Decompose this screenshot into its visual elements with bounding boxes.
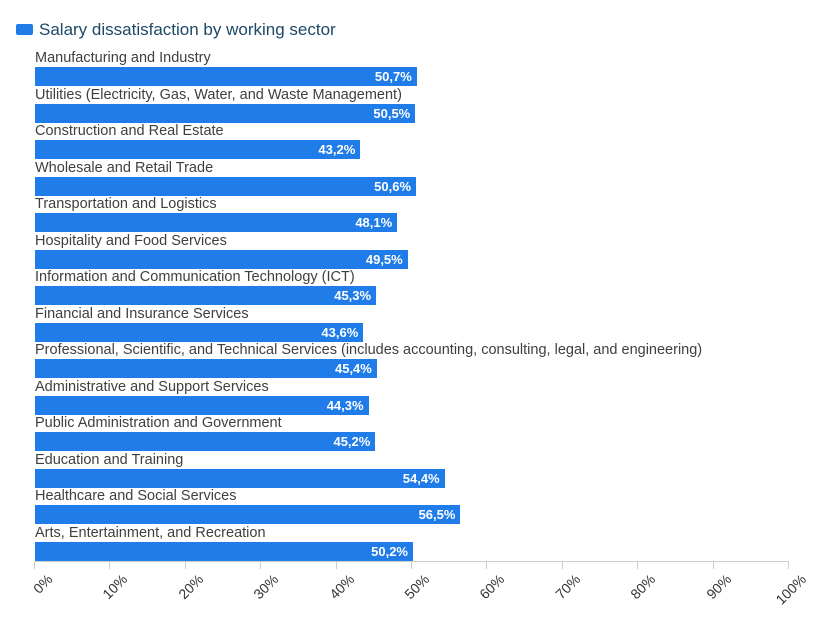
- category-label: Education and Training: [35, 451, 184, 468]
- bar-track: 49,5%: [35, 249, 788, 269]
- bar[interactable]: 50,5%: [35, 103, 416, 123]
- bar-value-label: 50,6%: [374, 178, 412, 194]
- bar-track: 45,2%: [35, 432, 788, 451]
- axis-tick-label: 100%: [772, 571, 810, 608]
- category-label: Healthcare and Social Services: [35, 488, 237, 504]
- axis-tick: [335, 562, 337, 569]
- chart-row: Education and Training 54,4%: [35, 452, 788, 488]
- x-axis: 0% 10% 20% 30% 40% 50% 60% 70% 80% 90% 100%: [30, 561, 809, 616]
- chart-row: Wholesale and Retail Trade 50,6%: [35, 160, 788, 196]
- bar-track: 48,1%: [35, 213, 788, 232]
- bar[interactable]: 50,7%: [35, 67, 417, 86]
- axis-tick: [34, 562, 35, 569]
- category-label: Administrative and Support Services: [35, 378, 269, 395]
- bar-track: 43,2%: [35, 140, 788, 159]
- axis-tick: [184, 562, 186, 569]
- axis-tick: [637, 562, 639, 569]
- bar-track: 50,6%: [35, 176, 788, 196]
- bar-value-label: 43,2%: [318, 142, 356, 157]
- axis-tick: [260, 562, 262, 569]
- bar-value-label: 45,3%: [334, 288, 372, 303]
- bar-track: 56,5%: [35, 505, 788, 524]
- bar-track: 43,6%: [35, 322, 788, 342]
- chart-row: Public Administration and Government 45,2…: [35, 415, 788, 451]
- category-label: Construction and Real Estate: [35, 123, 224, 139]
- bar[interactable]: 45,2%: [35, 432, 376, 451]
- category-label: Transportation and Logistics: [35, 196, 217, 212]
- bar-value-label: 50,5%: [373, 105, 411, 121]
- bar[interactable]: 50,6%: [35, 176, 417, 196]
- axis-tick: [411, 562, 412, 569]
- axis-tick: [712, 562, 714, 569]
- category-label: Utilities (Electricity, Gas, Water, and …: [35, 86, 402, 103]
- bar[interactable]: 56,5%: [35, 505, 461, 524]
- bar[interactable]: 45,4%: [35, 359, 377, 378]
- chart-legend: Salary dissatisfaction by working sector: [0, 0, 821, 39]
- bar[interactable]: 50,2%: [35, 541, 413, 561]
- chart-row: Hospitality and Food Services 49,5%: [35, 233, 788, 269]
- bar-value-label: 54,4%: [402, 470, 440, 486]
- chart-title: Salary dissatisfaction by working sector: [39, 19, 336, 39]
- chart-row: Professional, Scientific, and Technical …: [35, 342, 788, 378]
- axis-tick: [486, 562, 488, 569]
- category-label: Public Administration and Government: [35, 415, 282, 431]
- chart-row: Financial and Insurance Services 43,6%: [35, 306, 788, 342]
- axis-tick-label: 50%: [401, 571, 433, 603]
- chart-row: Utilities (Electricity, Gas, Water, and …: [35, 87, 788, 123]
- bar-track: 50,7%: [35, 67, 788, 86]
- axis-tick-label: 20%: [174, 571, 207, 603]
- plot-area: Manufacturing and Industry 50,7% Utilities…: [35, 50, 788, 561]
- bar[interactable]: 48,1%: [35, 213, 398, 232]
- chart-row: Arts, Entertainment, and Recreation 50,2%: [35, 525, 788, 561]
- bar[interactable]: 45,3%: [35, 286, 377, 305]
- bar-value-label: 56,5%: [418, 507, 456, 522]
- category-label: Hospitality and Food Services: [35, 232, 227, 249]
- legend-swatch-icon[interactable]: [16, 24, 33, 35]
- category-label: Manufacturing and Industry: [35, 50, 211, 66]
- bar[interactable]: 43,6%: [35, 322, 364, 342]
- bar[interactable]: 54,4%: [35, 468, 445, 488]
- bar-value-label: 49,5%: [365, 251, 403, 267]
- bar[interactable]: 43,2%: [35, 140, 361, 159]
- bar[interactable]: 44,3%: [35, 395, 369, 415]
- bar-track: 50,2%: [35, 541, 788, 561]
- axis-tick-label: 40%: [325, 571, 357, 603]
- axis-tick: [561, 562, 563, 569]
- chart-row: Construction and Real Estate 43,2%: [35, 123, 788, 159]
- bar[interactable]: 49,5%: [35, 249, 408, 269]
- bar-track: 54,4%: [35, 468, 788, 488]
- bar-track: 44,3%: [35, 395, 788, 415]
- axis-tick-label: 90%: [702, 571, 734, 603]
- category-label: Information and Communication Technology…: [35, 269, 355, 285]
- bar-track: 50,5%: [35, 103, 788, 123]
- category-label: Arts, Entertainment, and Recreation: [35, 524, 266, 541]
- bar-value-label: 50,2%: [371, 543, 408, 559]
- bar-value-label: 48,1%: [355, 215, 393, 230]
- axis-tick-label: 0%: [29, 571, 56, 597]
- category-label: Financial and Insurance Services: [35, 305, 249, 322]
- chart-row: Information and Communication Technology…: [35, 269, 788, 305]
- axis-tick-label: 60%: [476, 571, 508, 603]
- chart-row: Transportation and Logistics 48,1%: [35, 196, 788, 232]
- bar-track: 45,3%: [35, 286, 788, 305]
- bar-track: 45,4%: [35, 359, 788, 378]
- bar-value-label: 45,2%: [333, 434, 371, 449]
- axis-tick-label: 10%: [99, 571, 131, 603]
- chart-row: Manufacturing and Industry 50,7%: [35, 50, 788, 86]
- bar-value-label: 50,7%: [374, 69, 412, 84]
- category-label: Wholesale and Retail Trade: [35, 159, 214, 176]
- bar-value-label: 45,4%: [334, 361, 372, 376]
- chart-row: Administrative and Support Services 44,3%: [35, 379, 788, 415]
- bar-value-label: 44,3%: [326, 397, 364, 413]
- axis-tick: [109, 562, 111, 569]
- bar-value-label: 43,6%: [321, 324, 359, 340]
- axis-tick: [788, 562, 789, 569]
- axis-tick-label: 30%: [250, 571, 282, 603]
- axis-tick-label: 80%: [627, 571, 659, 603]
- axis-tick-label: 70%: [551, 571, 584, 603]
- chart-row: Healthcare and Social Services 56,5%: [35, 488, 788, 524]
- category-label: Professional, Scientific, and Technical …: [35, 342, 703, 358]
